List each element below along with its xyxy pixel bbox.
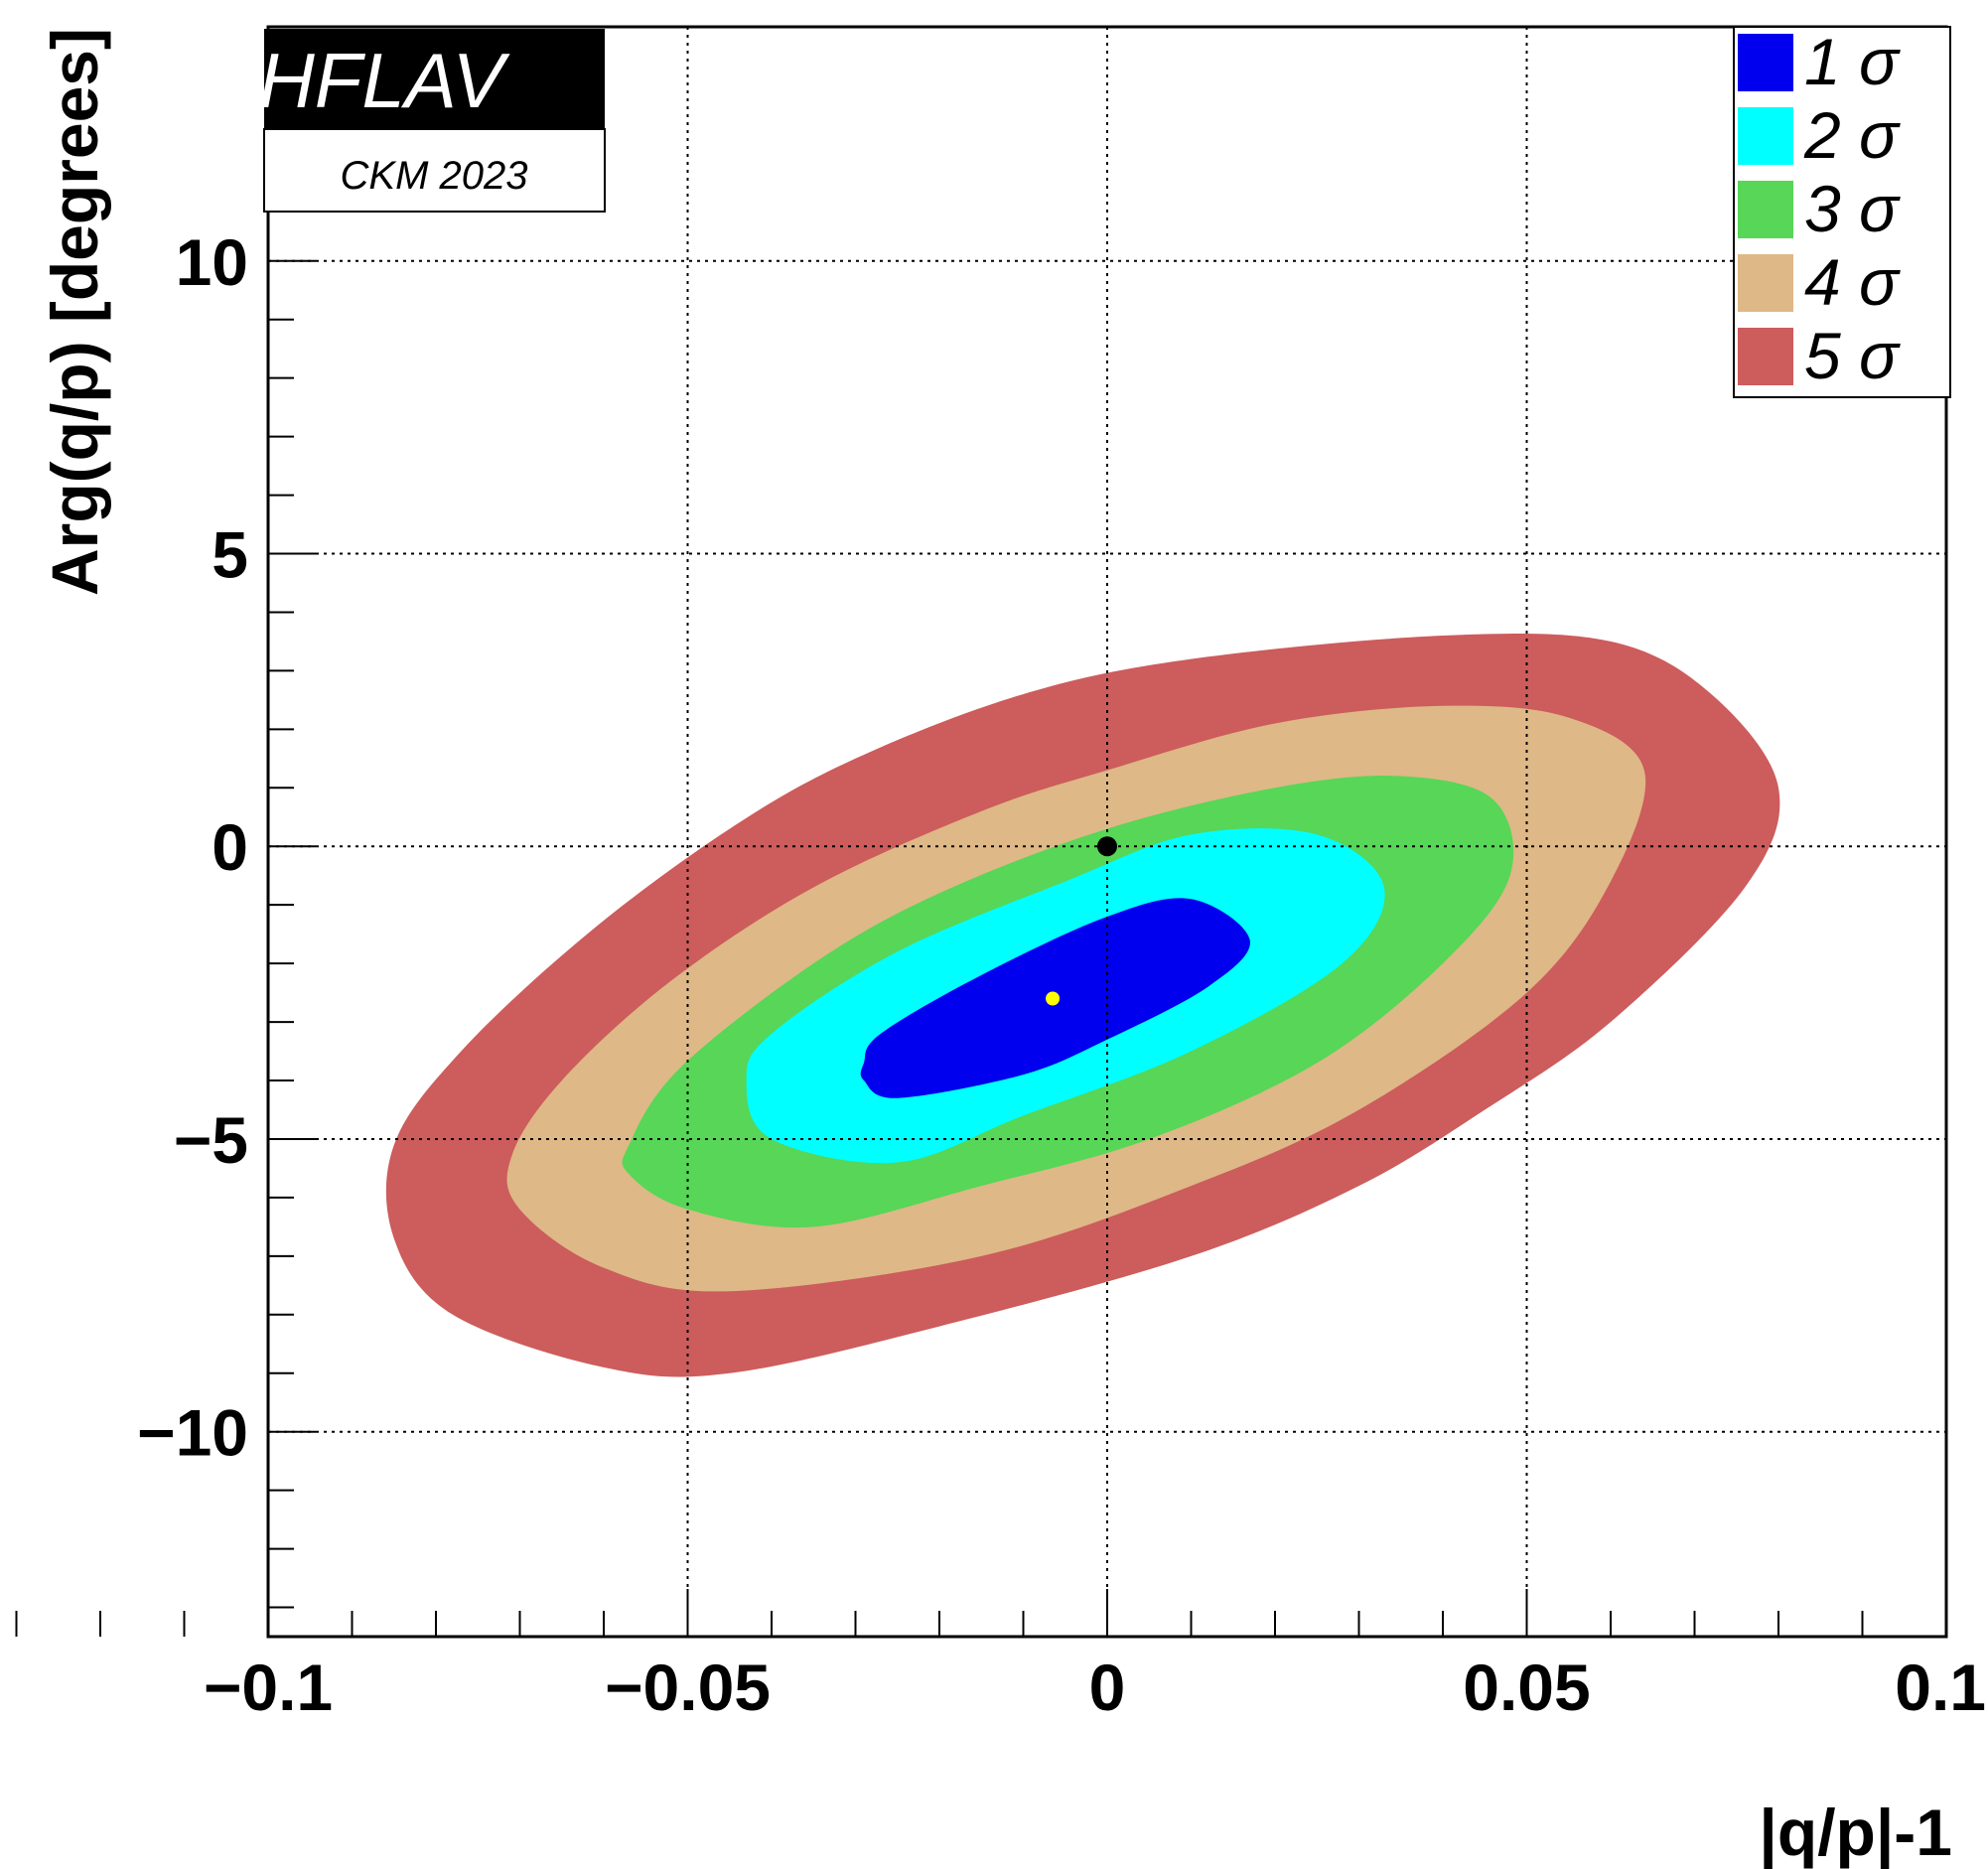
y-tick-label: −10 bbox=[137, 1396, 248, 1470]
x-tick-label: −0.05 bbox=[605, 1651, 771, 1724]
logo-subtitle: CKM 2023 bbox=[341, 154, 528, 198]
logo-title: HFLAV bbox=[258, 37, 510, 124]
x-tick-label: −0.1 bbox=[204, 1651, 333, 1724]
legend-swatch bbox=[1738, 34, 1793, 91]
y-tick-label: −5 bbox=[174, 1103, 248, 1177]
logo-subtitle-box bbox=[263, 128, 606, 213]
legend-label: 3 σ bbox=[1804, 172, 1901, 245]
contour-layers bbox=[385, 634, 1780, 1377]
best-fit-point bbox=[1046, 991, 1061, 1006]
legend: 1 σ2 σ3 σ4 σ5 σ bbox=[1733, 25, 1951, 398]
y-tick-label: 0 bbox=[212, 810, 248, 884]
logo-title-box bbox=[264, 29, 605, 129]
y-axis-title: Arg(q/p) [degrees] bbox=[38, 28, 111, 596]
x-tick-label: 0 bbox=[1089, 1651, 1126, 1724]
axis-ticks bbox=[15, 83, 1947, 1637]
legend-label: 5 σ bbox=[1804, 319, 1901, 392]
legend-swatch bbox=[1738, 181, 1793, 238]
x-axis-title: |q/p|-1 bbox=[1759, 1796, 1952, 1869]
hflav-logo: HFLAV CKM 2023 bbox=[258, 29, 606, 213]
legend-label: 1 σ bbox=[1804, 25, 1901, 98]
reference-point bbox=[1097, 836, 1117, 857]
y-tick-label: 5 bbox=[212, 518, 248, 592]
legend-label: 2 σ bbox=[1803, 98, 1901, 172]
tick-labels: −0.1 −0.05 0 0.05 0.1 −10 −5 0 5 10 bbox=[137, 225, 1986, 1724]
legend-label: 4 σ bbox=[1804, 245, 1901, 319]
legend-swatch bbox=[1738, 107, 1793, 165]
x-tick-label: 0.1 bbox=[1895, 1651, 1986, 1724]
markers bbox=[1046, 836, 1117, 1006]
legend-swatch bbox=[1738, 254, 1793, 312]
x-tick-label: 0.05 bbox=[1463, 1651, 1590, 1724]
grid-lines bbox=[268, 27, 1946, 1637]
legend-swatch bbox=[1738, 328, 1793, 385]
y-tick-label: 10 bbox=[176, 225, 248, 299]
